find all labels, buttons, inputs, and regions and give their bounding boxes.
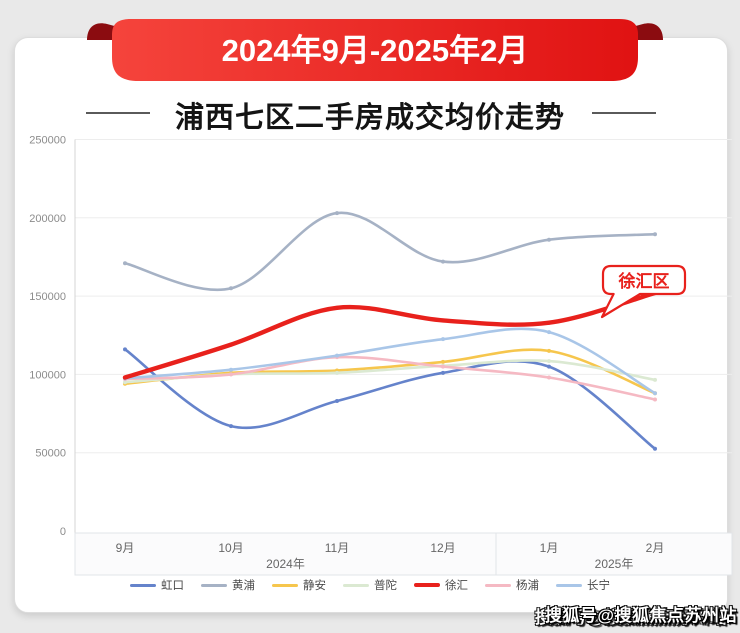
data-point-黄浦 bbox=[335, 211, 339, 216]
legend-item-徐汇[interactable]: 徐汇 bbox=[414, 577, 468, 593]
month-label: 11月 bbox=[325, 541, 349, 555]
series-line-长宁 bbox=[123, 327, 657, 395]
data-point-杨浦 bbox=[547, 375, 551, 380]
data-point-黄浦 bbox=[653, 232, 657, 237]
data-point-黄浦 bbox=[229, 286, 233, 291]
chart-title: 浦西七区二手房成交均价走势 bbox=[174, 102, 565, 134]
legend-item-虹口[interactable]: 虹口 bbox=[130, 577, 184, 593]
annotation-callout: 徐汇区 bbox=[600, 264, 687, 319]
data-point-杨浦 bbox=[441, 364, 445, 369]
data-point-杨浦 bbox=[229, 372, 233, 377]
x-axis-band bbox=[74, 532, 733, 576]
data-point-徐汇 bbox=[441, 318, 445, 323]
title-line-right bbox=[592, 112, 656, 114]
data-point-徐汇 bbox=[229, 342, 233, 347]
series-line-静安 bbox=[123, 348, 657, 395]
legend-item-静安[interactable]: 静安 bbox=[272, 577, 326, 593]
data-point-黄浦 bbox=[123, 261, 127, 266]
data-point-虹口 bbox=[653, 446, 657, 451]
legend-label-虹口: 虹口 bbox=[161, 580, 184, 592]
data-point-虹口 bbox=[123, 347, 127, 352]
data-point-黄浦 bbox=[547, 237, 551, 242]
legend-swatch-虹口 bbox=[130, 583, 156, 587]
month-label: 10月 bbox=[218, 541, 243, 555]
annotation-bubble bbox=[600, 264, 687, 319]
data-point-杨浦 bbox=[653, 397, 657, 402]
month-label: 2月 bbox=[646, 541, 665, 555]
data-point-静安 bbox=[547, 348, 551, 353]
legend-swatch-黄浦 bbox=[201, 583, 227, 587]
data-point-虹口 bbox=[229, 424, 233, 429]
legend-swatch-静安 bbox=[272, 583, 298, 587]
legend-swatch-杨浦 bbox=[485, 583, 511, 587]
legend-swatch-长宁 bbox=[556, 583, 582, 587]
legend-item-长宁[interactable]: 长宁 bbox=[556, 577, 610, 593]
y-axis-label: 200000 bbox=[29, 213, 66, 225]
series-line-黄浦 bbox=[123, 211, 657, 291]
data-point-徐汇 bbox=[335, 305, 339, 310]
ribbon-band bbox=[112, 19, 638, 81]
data-point-黄浦 bbox=[441, 259, 445, 264]
y-axis-label: 0 bbox=[60, 526, 66, 538]
data-point-徐汇 bbox=[123, 375, 127, 380]
data-point-虹口 bbox=[547, 364, 551, 369]
series-line-虹口 bbox=[123, 348, 657, 451]
legend-item-黄浦[interactable]: 黄浦 bbox=[201, 577, 255, 593]
annotation-label: 徐汇区 bbox=[618, 271, 670, 291]
watermark: 搜狐号@搜狐焦点苏州站 bbox=[544, 606, 737, 625]
data-point-虹口 bbox=[335, 399, 339, 404]
data-point-长宁 bbox=[441, 337, 445, 342]
year-label: 2024年 bbox=[266, 557, 305, 571]
y-axis-label: 250000 bbox=[29, 135, 66, 147]
legend-item-普陀[interactable]: 普陀 bbox=[343, 577, 397, 593]
data-point-长宁 bbox=[653, 391, 657, 396]
data-point-静安 bbox=[441, 359, 445, 364]
legend-label-黄浦: 黄浦 bbox=[232, 580, 255, 592]
data-point-徐汇 bbox=[547, 320, 551, 325]
chart-card bbox=[14, 37, 728, 613]
legend-label-长宁: 长宁 bbox=[587, 580, 610, 592]
ribbon-date-range: 2024年9月-2025年2月 bbox=[222, 33, 529, 68]
legend-label-杨浦: 杨浦 bbox=[516, 580, 539, 592]
watermark-echo: 搜狐号@搜狐焦点苏州站 bbox=[534, 608, 727, 627]
data-point-长宁 bbox=[229, 367, 233, 372]
data-point-普陀 bbox=[547, 359, 551, 364]
date-ribbon: 2024年9月-2025年2月 bbox=[87, 19, 663, 81]
data-point-普陀 bbox=[653, 377, 657, 382]
legend-swatch-普陀 bbox=[343, 583, 369, 587]
legend-swatch-徐汇 bbox=[414, 583, 440, 587]
month-label: 9月 bbox=[116, 541, 135, 555]
legend: 虹口 黄浦 静安 普陀 徐汇 杨浦 长宁 bbox=[0, 577, 740, 593]
data-point-普陀 bbox=[123, 380, 127, 385]
data-point-长宁 bbox=[335, 353, 339, 358]
data-point-虹口 bbox=[441, 370, 445, 375]
data-point-长宁 bbox=[547, 330, 551, 335]
year-label: 2025年 bbox=[595, 557, 634, 571]
legend-label-徐汇: 徐汇 bbox=[445, 580, 468, 592]
legend-label-静安: 静安 bbox=[303, 580, 326, 592]
title-line-left bbox=[86, 112, 150, 114]
series-line-徐汇 bbox=[122, 290, 658, 380]
month-label: 12月 bbox=[430, 541, 455, 555]
legend-label-普陀: 普陀 bbox=[374, 580, 397, 592]
data-point-普陀 bbox=[335, 370, 339, 375]
month-label: 1月 bbox=[540, 541, 559, 555]
y-axis-label: 100000 bbox=[29, 369, 66, 381]
y-axis-label: 150000 bbox=[29, 291, 66, 303]
y-axis-label: 50000 bbox=[35, 448, 66, 460]
series-line-杨浦 bbox=[123, 355, 657, 401]
legend-item-杨浦[interactable]: 杨浦 bbox=[485, 577, 539, 593]
